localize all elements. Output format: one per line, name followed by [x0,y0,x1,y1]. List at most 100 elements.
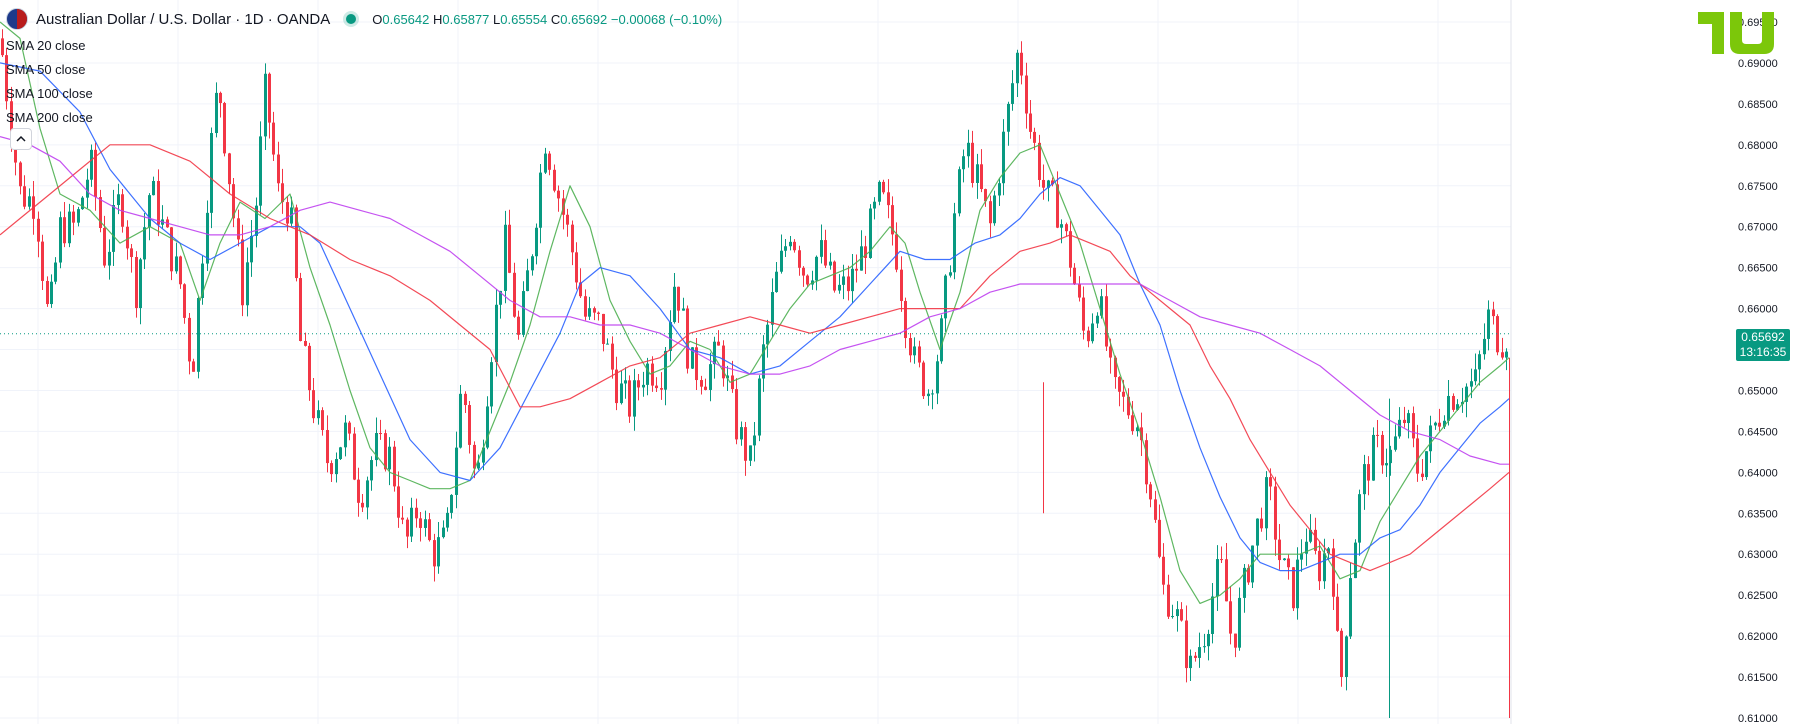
sma-line-200 [0,136,1509,465]
tradingview-logo[interactable] [1698,10,1786,56]
candle-up [842,276,845,285]
candle-down [304,340,307,346]
candle-up [1323,553,1326,582]
candle-down [232,184,235,219]
candle-up [335,459,338,475]
candle-down [46,280,49,305]
candle-up [775,271,778,293]
candle-up [944,275,947,319]
candle-up [544,153,547,173]
legend-sma200[interactable]: SMA 200 close [6,106,93,130]
candle-up [713,341,716,365]
legend-collapse-button[interactable] [10,128,32,150]
candle-up [206,212,209,264]
candle-up [1354,542,1357,579]
candle-down [308,345,311,391]
candle-down [909,338,912,356]
legend-sma20[interactable]: SMA 20 close [6,34,93,58]
candle-down [1318,550,1321,582]
candle-down [1381,434,1384,466]
legend-sma100[interactable]: SMA 100 close [6,82,93,106]
candle-up [482,447,485,463]
candle-up [1385,463,1388,466]
candle-down [1260,518,1263,529]
candle-up [531,256,534,271]
candle-down [1122,391,1125,397]
candle-down [1029,113,1032,132]
candle-up [197,297,200,372]
legend-sma50[interactable]: SMA 50 close [6,58,93,82]
candle-down [704,386,707,390]
candle-up [1447,395,1450,421]
candle-up [264,73,267,137]
symbol-title[interactable]: Australian Dollar / U.S. Dollar · 1D · O… [36,10,331,28]
candle-up [873,201,876,209]
candle-down [312,390,315,419]
candle-up [486,406,489,448]
candle-down [1496,316,1499,353]
candle-down [330,463,333,475]
candle-up [691,347,694,369]
candle-down [1292,567,1295,609]
last-price-countdown: 13:16:35 [1739,345,1787,359]
candle-down [326,430,329,464]
candle-down [1225,559,1228,602]
candle-down [464,393,467,406]
candle-down [882,181,885,193]
candle-down [802,267,805,276]
candle-down [357,479,360,503]
candle-down [1025,75,1028,114]
candle-down [268,73,271,123]
candle-down [571,224,574,253]
candle-down [1069,231,1072,268]
candle-up [606,343,609,345]
candle-up [878,181,881,202]
candle-down [192,361,195,372]
candle-down [1078,284,1081,298]
candle-down [833,261,836,291]
candle-down [241,239,244,306]
candle-up [370,460,373,481]
candle-up [375,433,378,461]
sma-line-100 [0,144,1510,572]
legend-sma100-detail: 100 close [37,86,93,101]
candle-down [1247,567,1250,583]
candle-up [1505,351,1508,358]
candle-up [976,164,979,183]
candle-down [695,347,698,381]
candle-down [14,142,17,163]
candle-up [139,259,142,309]
candle-up [726,375,729,379]
candle-up [1470,381,1473,387]
candle-up [931,393,934,395]
candle-down [419,518,422,528]
chart-header: Australian Dollar / U.S. Dollar · 1D · O… [6,4,722,34]
candle-down [1087,330,1090,342]
candle-up [246,262,249,306]
candle-up [77,209,80,223]
candle-up [90,149,93,180]
candle-up [962,156,965,170]
candle-up [388,446,391,470]
close-value: 0.65692 [560,11,608,27]
candle-down [1038,142,1041,180]
candle-down [468,405,471,445]
candle-down [188,317,191,362]
low-value: 0.65554 [500,11,548,27]
candle-down [1416,438,1419,474]
candle-up [148,195,151,228]
candle-up [1176,609,1179,617]
candle-down [130,248,133,258]
candle-down [722,345,725,379]
candle-down [401,517,404,520]
market-status-icon[interactable] [346,14,357,24]
candle-up [1363,464,1366,495]
candle-up [117,194,120,206]
candle-up [1100,296,1103,316]
candle-down [1194,655,1197,658]
candle-down [989,201,992,224]
legend-sma50-detail: 50 close [37,62,86,77]
candle-down [393,446,396,487]
candle-up [143,227,146,260]
